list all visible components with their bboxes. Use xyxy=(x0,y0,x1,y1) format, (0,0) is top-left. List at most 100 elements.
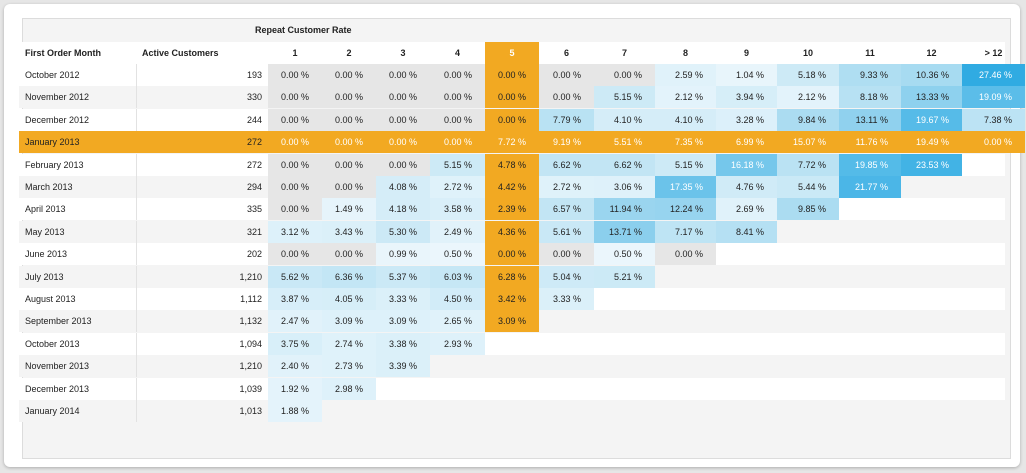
rate-cell[interactable]: 4.18 % xyxy=(376,198,430,221)
rate-cell[interactable]: 11.76 % xyxy=(839,131,901,154)
rate-cell[interactable]: 10.36 % xyxy=(901,64,962,86)
rate-cell[interactable]: 1.88 % xyxy=(268,400,322,422)
rate-cell[interactable]: 0.00 % xyxy=(322,86,376,109)
rate-cell[interactable]: 3.09 % xyxy=(376,310,430,333)
rate-cell[interactable]: 3.33 % xyxy=(539,288,594,310)
rate-cell[interactable]: 0.00 % xyxy=(485,86,539,109)
rate-cell[interactable]: 0.00 % xyxy=(322,64,376,86)
rate-cell[interactable]: 4.10 % xyxy=(594,108,655,131)
rate-cell[interactable]: 0.00 % xyxy=(376,108,430,131)
rate-cell[interactable]: 6.62 % xyxy=(594,153,655,176)
rate-cell[interactable]: 21.77 % xyxy=(839,176,901,198)
rate-cell[interactable]: 2.49 % xyxy=(430,220,485,243)
rate-cell[interactable]: 6.36 % xyxy=(322,265,376,288)
rate-cell[interactable]: 3.09 % xyxy=(322,310,376,333)
rate-cell[interactable]: 4.05 % xyxy=(322,288,376,310)
rate-cell[interactable]: 2.40 % xyxy=(268,355,322,378)
rate-cell[interactable]: 2.73 % xyxy=(322,355,376,378)
rate-cell[interactable]: 3.42 % xyxy=(485,288,539,310)
rate-cell[interactable]: 2.69 % xyxy=(716,198,777,221)
rate-cell[interactable]: 1.49 % xyxy=(322,198,376,221)
row-label-month[interactable]: August 2013 xyxy=(25,294,76,304)
rate-cell[interactable]: 9.33 % xyxy=(839,64,901,86)
rate-cell[interactable]: 0.00 % xyxy=(430,86,485,109)
rate-cell[interactable]: 0.00 % xyxy=(485,243,539,266)
row-label-month[interactable]: January 2013 xyxy=(25,137,80,148)
rate-cell[interactable]: 0.00 % xyxy=(376,153,430,176)
rate-cell[interactable]: 0.00 % xyxy=(539,64,594,86)
row-label-month[interactable]: December 2012 xyxy=(25,114,90,125)
rate-cell[interactable]: 11.94 % xyxy=(594,198,655,221)
rate-cell[interactable]: 9.19 % xyxy=(539,131,594,154)
rate-cell[interactable]: 2.74 % xyxy=(322,332,376,355)
rate-cell[interactable]: 13.11 % xyxy=(839,108,901,131)
rate-cell[interactable]: 7.72 % xyxy=(485,131,539,154)
rate-cell[interactable]: 0.00 % xyxy=(268,86,322,109)
rate-cell[interactable]: 0.00 % xyxy=(376,64,430,86)
rate-cell[interactable]: 0.00 % xyxy=(268,108,322,131)
rate-cell[interactable]: 19.85 % xyxy=(839,153,901,176)
rate-cell[interactable]: 2.93 % xyxy=(430,332,485,355)
rate-cell[interactable]: 5.44 % xyxy=(777,176,839,198)
rate-cell[interactable]: 4.50 % xyxy=(430,288,485,310)
column-header-period-12[interactable]: 12 xyxy=(926,48,937,58)
rate-cell[interactable]: 0.00 % xyxy=(485,64,539,86)
rate-cell[interactable]: 3.87 % xyxy=(268,288,322,310)
rate-cell[interactable]: 13.71 % xyxy=(594,220,655,243)
rate-cell[interactable]: 9.85 % xyxy=(777,198,839,221)
rate-cell[interactable]: 0.00 % xyxy=(594,64,655,86)
rate-cell[interactable]: 19.49 % xyxy=(901,131,962,154)
rate-cell[interactable]: 7.38 % xyxy=(962,108,1025,131)
rate-cell[interactable]: 0.00 % xyxy=(322,108,376,131)
rate-cell[interactable]: 23.53 % xyxy=(901,153,962,176)
rate-cell[interactable]: 5.61 % xyxy=(539,220,594,243)
row-label-month[interactable]: June 2013 xyxy=(25,249,68,260)
rate-cell[interactable]: 0.00 % xyxy=(268,198,322,221)
rate-cell[interactable]: 3.43 % xyxy=(322,220,376,243)
rate-cell[interactable]: 0.00 % xyxy=(539,86,594,109)
rate-cell[interactable]: 5.15 % xyxy=(655,153,716,176)
column-header-period-8[interactable]: 8 xyxy=(682,48,688,58)
rate-cell[interactable]: 6.57 % xyxy=(539,198,594,221)
row-label-month[interactable]: May 2013 xyxy=(25,226,65,237)
column-header-period-2[interactable]: 2 xyxy=(346,48,352,58)
column-header-period-9[interactable]: 9 xyxy=(743,48,749,58)
rate-cell[interactable]: 8.41 % xyxy=(716,220,777,243)
row-label-month[interactable]: January 2014 xyxy=(25,406,80,416)
row-label-month[interactable]: July 2013 xyxy=(25,271,64,282)
rate-cell[interactable]: 2.98 % xyxy=(322,377,376,400)
rate-cell[interactable]: 9.84 % xyxy=(777,108,839,131)
rate-cell[interactable]: 0.00 % xyxy=(322,243,376,266)
rate-cell[interactable]: 5.04 % xyxy=(539,265,594,288)
row-label-month[interactable]: April 2013 xyxy=(25,204,66,215)
rate-cell[interactable]: 4.76 % xyxy=(716,176,777,198)
column-header-period-11[interactable]: 11 xyxy=(865,48,875,58)
rate-cell[interactable]: 3.09 % xyxy=(485,310,539,333)
rate-cell[interactable]: 0.00 % xyxy=(268,176,322,198)
rate-cell[interactable]: 6.28 % xyxy=(485,265,539,288)
rate-cell[interactable]: 3.94 % xyxy=(716,86,777,109)
row-label-month[interactable]: December 2013 xyxy=(25,383,90,394)
rate-cell[interactable]: 3.33 % xyxy=(376,288,430,310)
row-label-month[interactable]: October 2013 xyxy=(25,338,80,349)
rate-cell[interactable]: 0.00 % xyxy=(268,243,322,266)
rate-cell[interactable]: 19.67 % xyxy=(901,108,962,131)
rate-cell[interactable]: 0.00 % xyxy=(268,131,322,154)
rate-cell[interactable]: 13.33 % xyxy=(901,86,962,109)
rate-cell[interactable]: 5.15 % xyxy=(594,86,655,109)
rate-cell[interactable]: 19.09 % xyxy=(962,86,1025,109)
rate-cell[interactable]: 0.00 % xyxy=(430,108,485,131)
rate-cell[interactable]: 4.78 % xyxy=(485,153,539,176)
column-header-period-4[interactable]: 4 xyxy=(454,48,460,58)
rate-cell[interactable]: 3.12 % xyxy=(268,220,322,243)
rate-cell[interactable]: 4.08 % xyxy=(376,176,430,198)
column-header-period-13[interactable]: > 12 xyxy=(984,48,1003,58)
rate-cell[interactable]: 3.06 % xyxy=(594,176,655,198)
rate-cell[interactable]: 0.00 % xyxy=(322,131,376,154)
rate-cell[interactable]: 0.00 % xyxy=(962,131,1025,154)
rate-cell[interactable]: 2.59 % xyxy=(655,64,716,86)
rate-cell[interactable]: 1.04 % xyxy=(716,64,777,86)
rate-cell[interactable]: 0.50 % xyxy=(594,243,655,266)
rate-cell[interactable]: 7.72 % xyxy=(777,153,839,176)
column-header-period-3[interactable]: 3 xyxy=(400,48,406,58)
